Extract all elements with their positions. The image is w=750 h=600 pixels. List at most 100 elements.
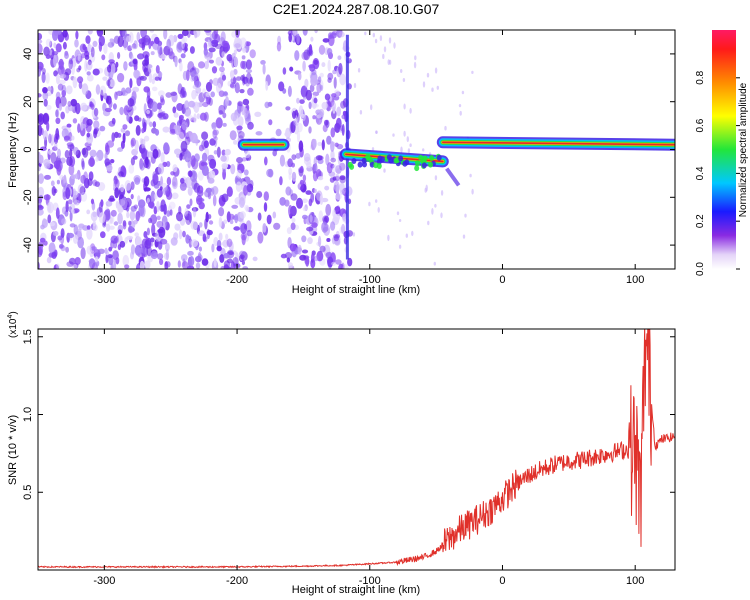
noise-speck <box>204 218 208 230</box>
noise-speck <box>225 233 229 240</box>
tone-blob <box>351 158 357 164</box>
noise-speck <box>77 76 84 84</box>
noise-speck <box>297 182 304 191</box>
noise-speck <box>79 186 86 195</box>
noise-speck <box>293 119 299 126</box>
noise-speck <box>170 91 177 97</box>
noise-speck <box>171 192 179 200</box>
noise-speck <box>295 153 301 159</box>
tone-blob <box>414 165 420 172</box>
noise-speck <box>239 254 245 260</box>
noise-speck <box>337 55 342 60</box>
noise-speck <box>41 71 46 84</box>
noise-speck <box>172 179 178 190</box>
noise-speck <box>218 232 223 241</box>
noise-speck <box>228 213 235 220</box>
noise-speck <box>211 39 219 45</box>
noise-speck <box>56 263 60 269</box>
noise-speck <box>57 83 64 91</box>
noise-speck <box>244 150 251 159</box>
sparse-speck <box>406 136 409 143</box>
spectrogram-xtick-label: -200 <box>226 274 248 286</box>
noise-speck <box>318 210 324 223</box>
noise-speck <box>236 125 243 131</box>
sparse-speck <box>383 46 387 53</box>
noise-speck <box>117 147 124 153</box>
snr-ytick-label: 1.0 <box>22 407 34 422</box>
noise-speck <box>128 31 134 44</box>
noise-speck <box>80 174 87 184</box>
noise-speck <box>188 256 195 267</box>
noise-speck <box>181 37 186 49</box>
noise-speck <box>46 201 54 214</box>
tone-blob <box>415 160 420 167</box>
noise-speck <box>158 90 165 97</box>
noise-speck <box>325 203 332 216</box>
noise-speck <box>71 135 75 141</box>
noise-speck <box>152 43 158 50</box>
noise-speck <box>204 61 209 70</box>
noise-speck <box>307 237 313 245</box>
noise-speck <box>55 117 61 125</box>
noise-speck <box>160 53 167 60</box>
noise-speck <box>115 201 119 209</box>
noise-speck <box>104 158 111 166</box>
noise-speck <box>322 38 330 43</box>
noise-speck <box>58 103 63 111</box>
noise-speck <box>164 262 168 267</box>
noise-speck <box>141 127 145 134</box>
noise-speck <box>318 235 322 248</box>
noise-speck <box>158 112 166 117</box>
spectrogram-ytick-label: 40 <box>22 48 34 60</box>
noise-speck <box>48 133 52 144</box>
noise-speck <box>234 82 240 94</box>
noise-speck <box>321 101 328 110</box>
noise-speck <box>304 78 309 88</box>
spectrogram-xlabel: Height of straight line (km) <box>292 284 420 296</box>
sparse-speck <box>393 42 396 49</box>
noise-speck <box>242 47 247 54</box>
noise-speck <box>140 138 146 146</box>
noise-speck <box>231 204 239 209</box>
noise-speck <box>95 84 101 95</box>
noise-speck <box>135 124 141 136</box>
noise-speck <box>122 132 126 144</box>
noise-speck <box>75 30 79 40</box>
noise-speck <box>111 242 117 248</box>
noise-speck <box>163 142 170 154</box>
noise-speck <box>137 53 145 60</box>
noise-speck <box>67 100 72 107</box>
noise-speck <box>87 178 93 187</box>
noise-speck <box>302 206 307 212</box>
noise-speck <box>207 177 215 184</box>
noise-speck <box>81 123 87 129</box>
noise-speck <box>209 187 215 196</box>
noise-speck <box>312 170 318 182</box>
noise-speck <box>236 169 242 179</box>
sparse-speck <box>407 148 411 154</box>
noise-speck <box>294 50 300 61</box>
noise-speck <box>86 132 91 138</box>
noise-speck <box>89 156 95 167</box>
noise-speck <box>53 70 58 77</box>
noise-speck <box>246 229 253 237</box>
tone-blob <box>377 155 383 162</box>
noise-speck <box>330 141 335 152</box>
noise-speck <box>230 83 235 88</box>
noise-speck <box>52 231 59 236</box>
noise-speck <box>207 39 211 48</box>
noise-speck <box>151 101 158 112</box>
noise-speck <box>139 260 145 269</box>
noise-speck <box>266 168 273 178</box>
noise-speck <box>301 198 308 204</box>
noise-speck <box>246 72 252 84</box>
noise-speck <box>95 256 99 263</box>
noise-speck <box>85 35 91 44</box>
noise-speck <box>53 42 57 49</box>
noise-speck <box>210 91 215 98</box>
noise-speck <box>160 199 166 212</box>
noise-speck <box>218 217 223 228</box>
noise-speck <box>338 62 343 75</box>
noise-speck <box>228 241 234 253</box>
noise-speck <box>143 187 151 192</box>
